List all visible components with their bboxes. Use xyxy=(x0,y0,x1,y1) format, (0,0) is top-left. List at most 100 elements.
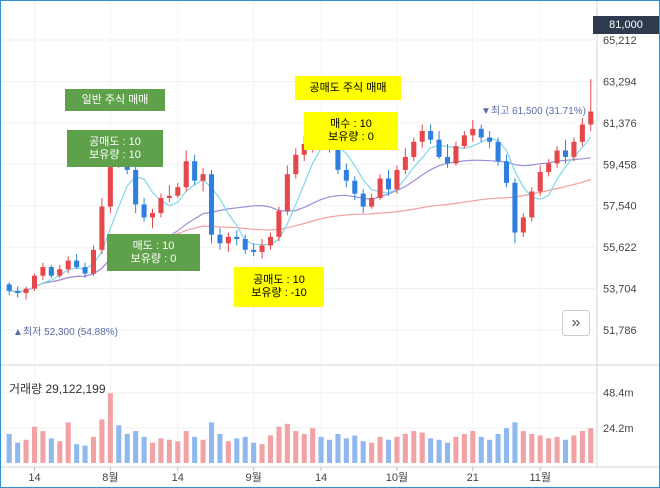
candle-body xyxy=(40,267,46,276)
volume-bar xyxy=(588,428,594,463)
candle xyxy=(487,131,493,149)
volume-bar xyxy=(6,433,12,463)
candle-body xyxy=(107,146,113,207)
volume-bar xyxy=(377,436,383,463)
candle-body xyxy=(520,217,526,233)
y-tick-label: 57,540 xyxy=(603,201,637,213)
volume-bar xyxy=(343,438,349,463)
volume-bar xyxy=(192,436,198,463)
volume-bar xyxy=(133,431,139,463)
volume-bar xyxy=(251,442,257,463)
expand-chart-button[interactable]: » xyxy=(562,310,590,336)
candle-body xyxy=(65,260,71,270)
max-price-label: ▼최고 61,500 (31.71%) xyxy=(481,105,586,117)
candle xyxy=(225,232,231,252)
candle xyxy=(495,137,501,166)
volume-bar xyxy=(31,426,38,463)
candle-body xyxy=(15,290,21,293)
candle xyxy=(90,245,97,276)
volume-bar xyxy=(562,439,569,463)
volume-bar xyxy=(318,436,324,463)
candle xyxy=(352,176,358,201)
candle xyxy=(57,264,63,278)
candle-body xyxy=(149,213,156,218)
candle xyxy=(394,165,400,194)
annotation-line: 공매도 : 10 xyxy=(253,274,305,286)
candle-body xyxy=(74,260,80,268)
candle-body xyxy=(48,267,54,276)
volume-bar xyxy=(116,425,122,463)
x-tick-label: 9월 xyxy=(246,471,262,484)
volume-bar xyxy=(335,433,341,463)
candle xyxy=(385,169,392,196)
candle xyxy=(149,208,156,229)
candle xyxy=(537,165,543,196)
candle-body xyxy=(23,288,29,293)
volume-bar xyxy=(293,431,299,463)
volume-bar xyxy=(461,433,467,463)
candle-body xyxy=(267,236,274,246)
candle-body xyxy=(259,245,265,252)
volume-bar xyxy=(259,444,265,463)
candle xyxy=(360,189,366,214)
candle-body xyxy=(546,163,552,173)
annotation-line: 매도 : 10 xyxy=(132,239,175,252)
volume-bar xyxy=(478,436,484,463)
candle-body xyxy=(571,141,577,157)
candle-body xyxy=(537,172,543,192)
volume-bar xyxy=(242,436,248,463)
x-axis: 14 8월 14 9월 14 10월 21 11월 xyxy=(28,467,551,484)
moving-averages xyxy=(9,136,592,293)
volume-bar xyxy=(225,441,231,463)
volume-bar xyxy=(200,439,206,463)
candle xyxy=(183,150,189,192)
candle xyxy=(133,165,139,214)
candle-body xyxy=(402,156,408,170)
volume-bar xyxy=(453,436,459,463)
candle xyxy=(419,124,425,149)
annotation-buy: 매수 : 10 보유량 : 0 xyxy=(304,112,398,150)
candle xyxy=(428,124,434,144)
candle xyxy=(23,286,29,300)
candle xyxy=(503,154,510,188)
annotation-line: 보유량 : 0 xyxy=(130,252,177,265)
candle-body xyxy=(579,124,585,142)
candle-body xyxy=(166,195,172,198)
candle xyxy=(175,182,181,198)
volume-bar xyxy=(571,435,577,463)
candle xyxy=(579,118,585,147)
candle-body xyxy=(343,169,349,181)
candle xyxy=(259,239,265,259)
candle xyxy=(82,262,88,278)
candle-body xyxy=(99,206,105,250)
candle-body xyxy=(503,161,510,183)
candle xyxy=(444,143,451,168)
candle xyxy=(234,230,240,246)
volume-bar xyxy=(360,441,366,463)
candle xyxy=(588,79,594,131)
candle xyxy=(65,256,71,274)
y-axis: 65,212 63,294 61,376 59,458 57,540 55,622 53,7… xyxy=(603,35,637,435)
candle xyxy=(242,234,248,255)
candle xyxy=(99,197,105,255)
candle-body xyxy=(495,141,501,162)
y-tick-label: 59,458 xyxy=(603,159,637,171)
candle xyxy=(436,131,442,160)
volume-title: 거래량 29,122,199 xyxy=(9,382,106,396)
volume-bar xyxy=(158,438,164,463)
candle-body xyxy=(251,249,257,252)
annotation-regular-trade: 일반 주식 매매 xyxy=(65,89,165,111)
candle-body xyxy=(175,187,181,196)
candle-body xyxy=(335,148,341,170)
volume-bar xyxy=(512,422,518,463)
volume-bar xyxy=(284,423,290,463)
candle xyxy=(141,197,147,222)
annotation-line: 공매도 : 10 xyxy=(89,135,141,148)
candle-body xyxy=(385,178,392,190)
candle xyxy=(343,163,349,188)
volume-bar xyxy=(487,439,493,463)
candle-body xyxy=(554,150,560,164)
candle xyxy=(562,139,569,164)
volume-bar xyxy=(234,438,240,463)
